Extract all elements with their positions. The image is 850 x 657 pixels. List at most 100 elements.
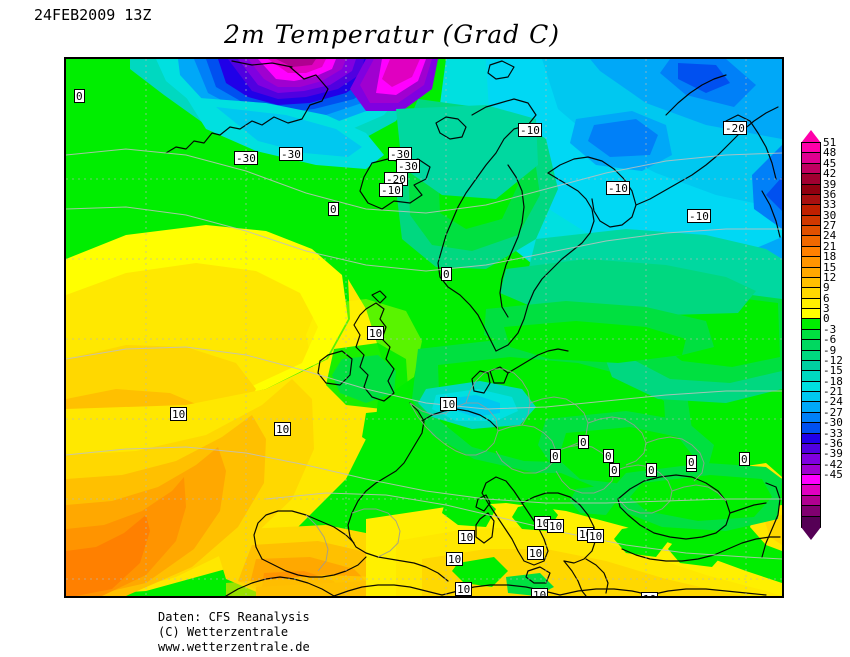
colorbar-swatch <box>802 506 820 517</box>
colorbar-swatch <box>802 194 820 206</box>
colorbar-swatch <box>802 433 820 444</box>
colorbar-tick-label: -18 <box>823 374 843 388</box>
colorbar-tick-label: 24 <box>823 229 837 243</box>
colorbar-bottom-arrow <box>801 527 821 540</box>
colorbar-swatch <box>802 381 820 392</box>
colorbar-swatch <box>802 267 820 278</box>
contour-label: 0 <box>686 455 697 469</box>
contour-label: 0 <box>609 463 620 477</box>
colorbar-swatch <box>802 236 820 247</box>
colorbar-tick-label: -42 <box>823 457 843 471</box>
colorbar-swatch <box>802 392 820 403</box>
colorbar-tick-label: 33 <box>823 198 837 212</box>
credits: Daten: CFS Reanalysis (C) Wetterzentrale… <box>158 610 310 655</box>
colorbar-swatch <box>802 215 820 226</box>
colorbar-tick-label: -30 <box>823 416 843 430</box>
colorbar-swatch <box>802 402 820 413</box>
colorbar-swatch <box>802 329 820 341</box>
colorbar-tick-label: -45 <box>823 468 843 482</box>
contour-label: 10 <box>531 588 549 596</box>
contour-label: -20 <box>723 121 747 135</box>
colorbar-swatch <box>802 205 820 216</box>
colorbar-tick-label: -33 <box>823 426 843 440</box>
contour-label: 0 <box>739 452 750 466</box>
colorbar-swatch <box>802 257 820 268</box>
colorbar-tick-label: -21 <box>823 385 843 399</box>
contour-label: 0 <box>578 435 589 449</box>
colorbar-swatch <box>802 516 820 527</box>
colorbar-tick-label: 9 <box>823 281 830 295</box>
contour-label: 10 <box>367 326 385 340</box>
colorbar-tick-label: -12 <box>823 353 843 367</box>
credits-line-1: Daten: CFS Reanalysis <box>158 610 310 624</box>
contour-label: 10 <box>587 529 605 543</box>
colorbar <box>801 142 821 528</box>
contour-label: -10 <box>606 181 630 195</box>
contour-label: -10 <box>518 123 542 137</box>
contour-label: 10 <box>455 582 473 596</box>
colorbar-tick-label: -27 <box>823 405 843 419</box>
contour-label: 10 <box>446 552 464 566</box>
contour-label: -30 <box>234 151 258 165</box>
credits-line-3: www.wetterzentrale.de <box>158 640 310 654</box>
colorbar-swatch <box>802 475 820 486</box>
colorbar-tick-label: -6 <box>823 333 837 347</box>
colorbar-swatch <box>802 454 820 465</box>
temperature-map: 0-30-30-30-30-20-1000-10-20-10-10-10-10-… <box>64 57 784 598</box>
colorbar-swatch <box>802 277 820 289</box>
colorbar-tick-label: -3 <box>823 322 837 336</box>
colorbar-swatch <box>802 340 820 351</box>
colorbar-swatch <box>802 226 820 237</box>
colorbar-tick-label: 48 <box>823 146 837 160</box>
colorbar-tick-label: 45 <box>823 156 837 170</box>
colorbar-tick-label: 39 <box>823 177 837 191</box>
contour-label: 10 <box>170 407 188 421</box>
colorbar-tick-label: -15 <box>823 364 843 378</box>
colorbar-swatch <box>802 246 820 258</box>
colorbar-tick-label: 27 <box>823 219 837 233</box>
colorbar-swatch <box>802 174 820 185</box>
colorbar-tick-label: 18 <box>823 250 837 264</box>
credits-line-2: (C) Wetterzentrale <box>158 625 289 639</box>
colorbar-swatch <box>802 360 820 372</box>
colorbar-tick-label: 15 <box>823 260 837 274</box>
contour-label: 10 <box>527 546 545 560</box>
contour-label: 10 <box>641 592 659 596</box>
colorbar-tick-label: 0 <box>823 312 830 326</box>
colorbar-swatch <box>802 143 820 154</box>
colorbar-swatch <box>802 464 820 475</box>
colorbar-tick-label: 36 <box>823 187 837 201</box>
colorbar-tick-label: 21 <box>823 239 837 253</box>
colorbar-tick-label: 30 <box>823 208 837 222</box>
colorbar-tick-label: -24 <box>823 395 843 409</box>
colorbar-swatch <box>802 309 820 320</box>
page-title: 2m Temperatur (Grad C) <box>224 20 560 49</box>
colorbar-tick-label: 12 <box>823 270 837 284</box>
contour-label: 10 <box>458 530 476 544</box>
contour-label: -10 <box>379 183 403 197</box>
colorbar-tick-label: 51 <box>823 136 837 149</box>
colorbar-swatch <box>802 495 820 507</box>
contour-label: 0 <box>328 202 339 216</box>
date-stamp: 24FEB2009 13Z <box>34 6 152 24</box>
colorbar-swatch <box>802 163 820 175</box>
contour-label: 0 <box>74 89 85 103</box>
contour-label: -30 <box>279 147 303 161</box>
colorbar-swatch <box>802 443 820 455</box>
colorbar-tick-label: 3 <box>823 302 830 316</box>
colorbar-tick-label: -39 <box>823 447 843 461</box>
contour-label: 0 <box>550 449 561 463</box>
colorbar-swatch <box>802 350 820 361</box>
contour-label: 10 <box>440 397 458 411</box>
contour-label: 10 <box>547 519 565 533</box>
colorbar-swatch <box>802 423 820 434</box>
colorbar-swatch <box>802 319 820 330</box>
colorbar-swatch <box>802 298 820 309</box>
colorbar-tick-label: 6 <box>823 291 830 305</box>
colorbar-tick-label: 42 <box>823 167 837 181</box>
contour-label: 0 <box>603 449 614 463</box>
contour-label: 0 <box>646 463 657 477</box>
colorbar-top-arrow <box>801 130 821 143</box>
colorbar-tick-label: -36 <box>823 436 843 450</box>
contour-label: -10 <box>687 209 711 223</box>
